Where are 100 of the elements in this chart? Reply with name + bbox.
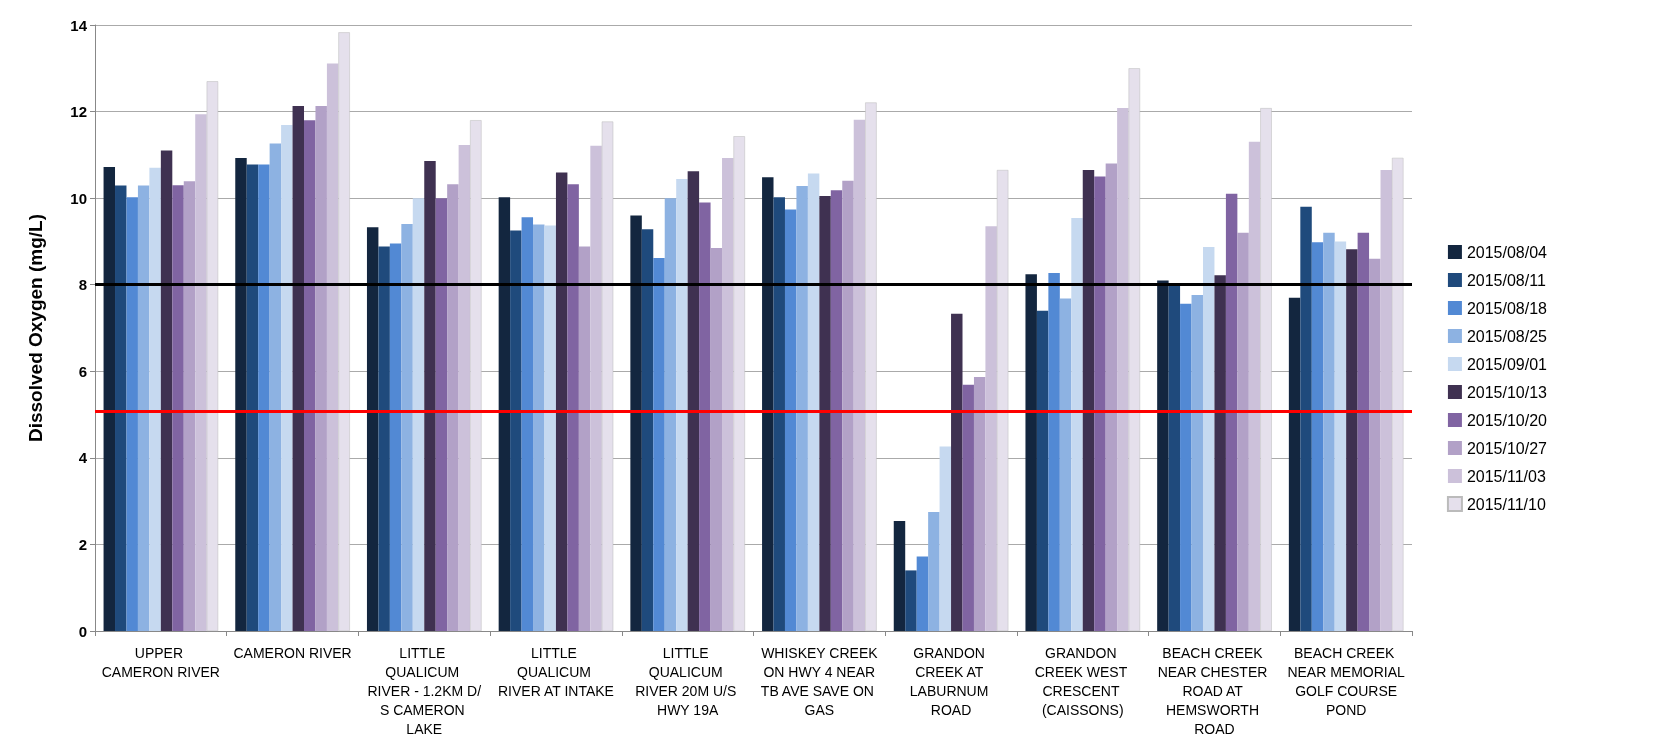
- bar: [1128, 68, 1141, 631]
- bar: [796, 186, 808, 631]
- bar: [1334, 241, 1347, 631]
- bar: [630, 215, 642, 631]
- legend-label: 2015/10/13: [1466, 383, 1548, 401]
- y-tick-label: 12: [70, 103, 87, 121]
- y-tick-label: 2: [78, 535, 87, 553]
- bar: [830, 190, 843, 631]
- bar: [160, 150, 173, 631]
- bar: [985, 226, 997, 631]
- y-tick-label: 6: [78, 362, 87, 380]
- bar: [1059, 298, 1072, 631]
- bar: [555, 172, 568, 631]
- bar: [315, 105, 327, 631]
- bar: [567, 184, 579, 631]
- bar: [893, 521, 906, 631]
- bar: [281, 124, 293, 631]
- bar: [510, 230, 522, 631]
- bar: [126, 197, 138, 631]
- bar: [304, 120, 316, 631]
- bar: [962, 384, 974, 631]
- legend-label: 2015/10/20: [1466, 411, 1548, 429]
- bar: [996, 170, 1009, 631]
- bar: [401, 224, 413, 631]
- bar: [435, 198, 448, 631]
- bar: [916, 556, 929, 631]
- legend-label: 2015/09/01: [1466, 355, 1548, 373]
- legend-label: 2015/08/11: [1466, 271, 1546, 289]
- bar: [710, 247, 723, 631]
- bar: [865, 102, 877, 631]
- bar: [1168, 284, 1181, 631]
- y-tick-label: 10: [70, 189, 87, 207]
- bar: [601, 121, 614, 631]
- bar: [1300, 206, 1312, 631]
- bar: [172, 185, 184, 631]
- bar: [1191, 295, 1203, 631]
- bar: [389, 243, 402, 631]
- bar: [195, 114, 207, 631]
- legend-label: 2015/08/04: [1466, 243, 1548, 261]
- x-tick-label: LITTLE QUALICUM RIVER AT INTAKE: [497, 644, 614, 699]
- bar: [1180, 303, 1192, 631]
- bar: [149, 167, 161, 631]
- bar: [246, 164, 259, 631]
- bar: [424, 160, 436, 631]
- bar: [733, 136, 745, 631]
- bar: [533, 224, 545, 631]
- x-tick-label: WHISKEY CREEK ON HWY 4 NEAR TB AVE SAVE ON GAS: [759, 644, 880, 718]
- bar: [853, 119, 866, 631]
- bar: [1048, 273, 1060, 631]
- bar: [1071, 218, 1083, 631]
- bar: [1311, 242, 1324, 631]
- bar: [722, 157, 734, 631]
- bar: [773, 197, 785, 631]
- bar: [1369, 258, 1381, 631]
- x-tick-label: GRANDON CREEK AT LABURNUM ROAD: [909, 644, 993, 718]
- y-tick-label: 8: [78, 276, 87, 294]
- bar: [1357, 232, 1370, 631]
- bar: [206, 81, 219, 631]
- bar: [784, 209, 797, 631]
- bar: [498, 197, 511, 631]
- y-tick-label: 4: [78, 449, 88, 467]
- bar: [1202, 247, 1215, 631]
- bar: [939, 446, 952, 631]
- bar: [115, 185, 127, 631]
- bar: [762, 177, 774, 631]
- bar: [590, 145, 602, 631]
- bar: [458, 144, 471, 631]
- bar: [1025, 274, 1037, 631]
- bar: [1094, 176, 1106, 631]
- bar: [1036, 310, 1049, 631]
- bar: [1237, 232, 1249, 631]
- bar: [412, 198, 425, 631]
- y-axis-title: Dissolved Oxygen (mg/L): [25, 213, 46, 443]
- bar: [664, 198, 677, 631]
- bar: [1082, 170, 1095, 631]
- bar: [653, 257, 665, 631]
- bar: [951, 313, 963, 631]
- bar: [807, 173, 820, 631]
- x-tick-label: LITTLE QUALICUM RIVER - 1.2KM D/S CAMERON LAKE: [367, 644, 482, 737]
- legend-label: 2015/11/03: [1466, 467, 1546, 485]
- bar: [1380, 170, 1392, 631]
- bar: [292, 105, 305, 631]
- bar: [326, 63, 339, 631]
- bar: [269, 143, 282, 631]
- bar: [928, 511, 940, 631]
- x-tick-label: CAMERON RIVER: [233, 644, 352, 661]
- bar: [1157, 280, 1169, 631]
- bar: [1391, 157, 1404, 631]
- bar: [819, 195, 831, 631]
- bar: [687, 171, 700, 631]
- bar: [338, 32, 350, 631]
- bar: [699, 202, 711, 631]
- bar: [1346, 249, 1358, 631]
- bar: [1260, 108, 1272, 631]
- bar: [235, 157, 247, 631]
- bar: [447, 184, 459, 631]
- legend-label: 2015/08/18: [1466, 299, 1548, 317]
- bar: [1105, 163, 1118, 631]
- bar: [676, 179, 688, 631]
- bar: [378, 246, 390, 631]
